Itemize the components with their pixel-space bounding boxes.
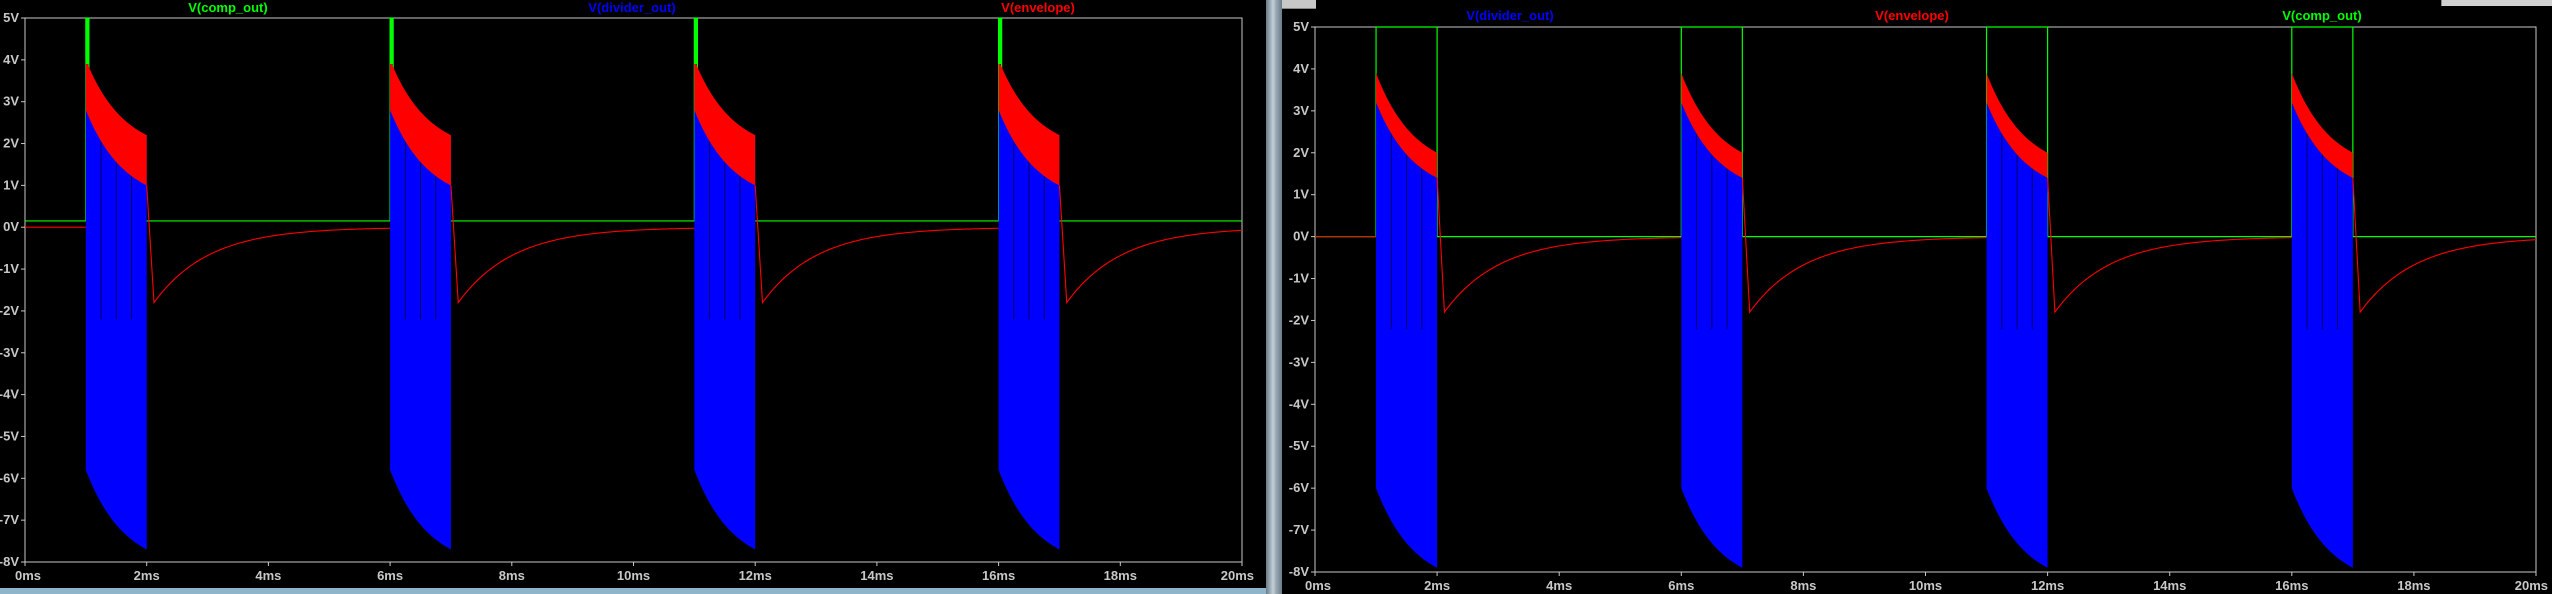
envelope-decay-tail [1436,177,1682,314]
y-tick-label: 3V [3,94,19,109]
envelope-band [694,59,756,186]
y-tick-label: 4V [1293,61,1309,76]
status-strip [0,588,1266,594]
envelope-decay-tail [450,185,695,305]
envelope-band [1376,73,1438,178]
x-tick-label: 10ms [617,568,650,583]
x-tick-label: 8ms [1790,578,1816,593]
y-tick-label: -7V [0,512,19,527]
legend-v-comp-out: V(comp_out) [188,0,267,15]
envelope-band [85,59,147,186]
x-tick-label: 20ms [1221,568,1254,583]
x-tick-label: 16ms [2275,578,2308,593]
legend-v-envelope: V(envelope) [1001,0,1075,15]
y-tick-label: -4V [1289,396,1310,411]
legend-v-divider-out: V(divider_out) [1466,8,1553,23]
y-tick-label: -4V [0,387,19,402]
right-waveform-pane: 5V 4V 3V 2V 1V 0V -1V -2V -3V -4V -5V -6V -7V -8V 0ms 2… [1282,0,2552,594]
x-tick-label: 4ms [1546,578,1572,593]
y-tick-label: 5V [3,10,19,25]
y-tick-label: 5V [1293,19,1309,34]
comp-out-pulse [85,18,89,65]
envelope-decay-tail [754,185,999,305]
y-tick-label: -2V [1289,312,1310,327]
envelope-decay-tail [1741,177,1987,314]
x-tick-label: 18ms [2397,578,2430,593]
x-tick-label: 10ms [1909,578,1942,593]
legend-v-envelope: V(envelope) [1875,8,1949,23]
x-tick-label: 2ms [134,568,160,583]
window-controls[interactable] [2441,0,2552,6]
y-tick-label: 0V [1293,229,1309,244]
y-tick-label: 0V [3,219,19,234]
comp-out-pulse [390,18,394,65]
x-tick-label: 8ms [499,568,525,583]
x-tick-label: 20ms [2515,578,2548,593]
y-tick-label: -2V [0,303,19,318]
y-tick-label: -1V [0,261,19,276]
envelope-decay-tail [2352,177,2537,314]
envelope-band [2291,73,2353,178]
legend-v-divider-out: V(divider_out) [588,0,675,15]
x-tick-label: 18ms [1104,568,1137,583]
envelope-decay-tail [2047,177,2292,314]
comp-out-pulse [998,18,1002,65]
legend-v-comp-out: V(comp_out) [2282,8,2361,23]
x-tick-label: 6ms [1668,578,1694,593]
envelope-decay-tail [1058,185,1243,305]
pane-tab[interactable] [1282,0,1316,9]
left-waveform-pane: 5V 4V 3V 2V 1V 0V -1V -2V -3V -4V -5V -6V -7V -8V 0ms 2… [0,0,1266,594]
pane-splitter[interactable] [1266,0,1282,594]
x-tick-label: 0ms [15,568,41,583]
y-tick-label: 3V [1293,103,1309,118]
x-tick-label: 14ms [2153,578,2186,593]
envelope-band [1681,73,1743,178]
y-tick-label: -6V [0,470,19,485]
y-tick-label: 2V [1293,145,1309,160]
envelope-band [1986,73,2048,178]
y-tick-label: -3V [0,345,19,360]
envelope-decay-tail [146,185,391,305]
y-tick-label: -6V [1289,480,1310,495]
x-tick-label: 6ms [377,568,403,583]
y-tick-label: -3V [1289,354,1310,369]
y-tick-label: 1V [1293,187,1309,202]
y-tick-label: 1V [3,177,19,192]
y-tick-label: -7V [1289,522,1310,537]
x-tick-label: 2ms [1424,578,1450,593]
comp-out-pulse [694,18,698,65]
y-tick-label: -8V [0,554,19,569]
series-line-comp-out [1315,26,2536,238]
y-tick-label: -8V [1289,564,1310,579]
x-tick-label: 16ms [982,568,1015,583]
y-tick-label: -5V [0,428,19,443]
x-tick-label: 12ms [2031,578,2064,593]
envelope-band [390,59,451,186]
y-tick-label: -5V [1289,438,1310,453]
x-tick-label: 4ms [255,568,281,583]
envelope-band [998,59,1060,186]
x-tick-label: 0ms [1305,578,1331,593]
x-tick-label: 14ms [860,568,893,583]
x-tick-label: 12ms [739,568,772,583]
y-tick-label: -1V [1289,271,1310,286]
y-tick-label: 2V [3,136,19,151]
y-tick-label: 4V [3,52,19,67]
